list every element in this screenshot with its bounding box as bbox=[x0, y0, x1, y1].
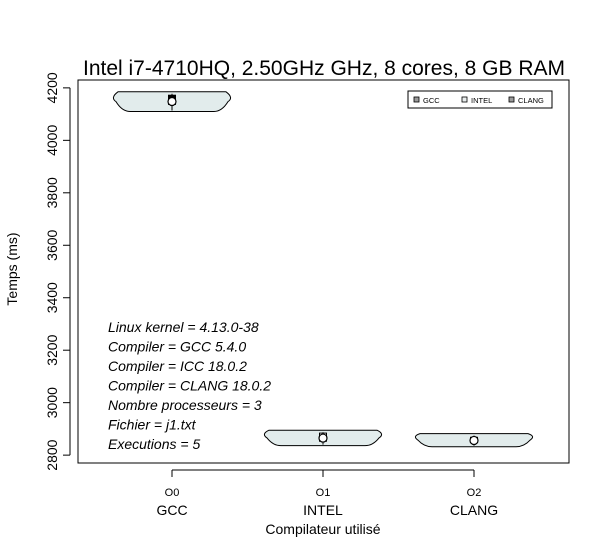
median-point bbox=[167, 96, 177, 107]
legend-swatch bbox=[413, 96, 420, 103]
x-tick-label-opt: O1 bbox=[316, 487, 331, 499]
annotation-line: Nombre processeurs = 3 bbox=[108, 397, 262, 413]
y-tick-label: 4200 bbox=[44, 72, 60, 103]
x-tick-label-compiler: INTEL bbox=[303, 502, 343, 518]
chart-title: Intel i7-4710HQ, 2.50GHz GHz, 8 cores, 8… bbox=[83, 57, 565, 80]
legend-label: CLANG bbox=[518, 96, 544, 105]
y-tick-label: 4000 bbox=[44, 125, 60, 156]
x-tick-label-compiler: GCC bbox=[156, 502, 187, 518]
violin-series bbox=[112, 91, 534, 448]
y-tick-label: 3800 bbox=[44, 177, 60, 208]
annotation-line: Linux kernel = 4.13.0-38 bbox=[108, 319, 259, 335]
y-tick-label: 3400 bbox=[44, 282, 60, 313]
y-tick-label: 2800 bbox=[44, 439, 60, 470]
x-tick-label-opt: O2 bbox=[467, 487, 482, 499]
x-axis: O0 GCC O1 INTEL O2 CLANG bbox=[156, 469, 498, 518]
annotation-line: Fichier = j1.txt bbox=[108, 417, 197, 433]
y-tick-label: 3600 bbox=[44, 229, 60, 260]
annotation-line: Compiler = GCC 5.4.0 bbox=[108, 339, 246, 355]
legend-swatch bbox=[461, 96, 468, 103]
y-axis: 2800 3000 3200 3400 3600 3800 4000 4200 bbox=[44, 72, 71, 471]
median-point bbox=[469, 435, 479, 446]
y-axis-label: Temps (ms) bbox=[4, 232, 20, 305]
y-tick-label: 3200 bbox=[44, 334, 60, 365]
legend-label: GCC bbox=[423, 96, 440, 105]
y-tick-label: 3000 bbox=[44, 387, 60, 418]
x-tick-label-compiler: CLANG bbox=[450, 502, 498, 518]
legend-swatch bbox=[508, 96, 515, 103]
annotation-line: Compiler = CLANG 18.0.2 bbox=[108, 378, 271, 394]
x-axis-label: Compilateur utilisé bbox=[265, 521, 380, 537]
annotation-line: Executions = 5 bbox=[108, 436, 200, 452]
annotation-line: Compiler = ICC 18.0.2 bbox=[108, 358, 247, 374]
x-tick-label-opt: O0 bbox=[165, 487, 180, 499]
annotations: Linux kernel = 4.13.0-38 Compiler = GCC 5… bbox=[108, 319, 271, 452]
legend-box bbox=[407, 90, 553, 109]
legend-label: INTEL bbox=[471, 96, 492, 105]
median-point bbox=[318, 433, 328, 443]
plot-frame bbox=[77, 79, 570, 464]
legend: GCC INTEL CLANG bbox=[407, 90, 553, 109]
